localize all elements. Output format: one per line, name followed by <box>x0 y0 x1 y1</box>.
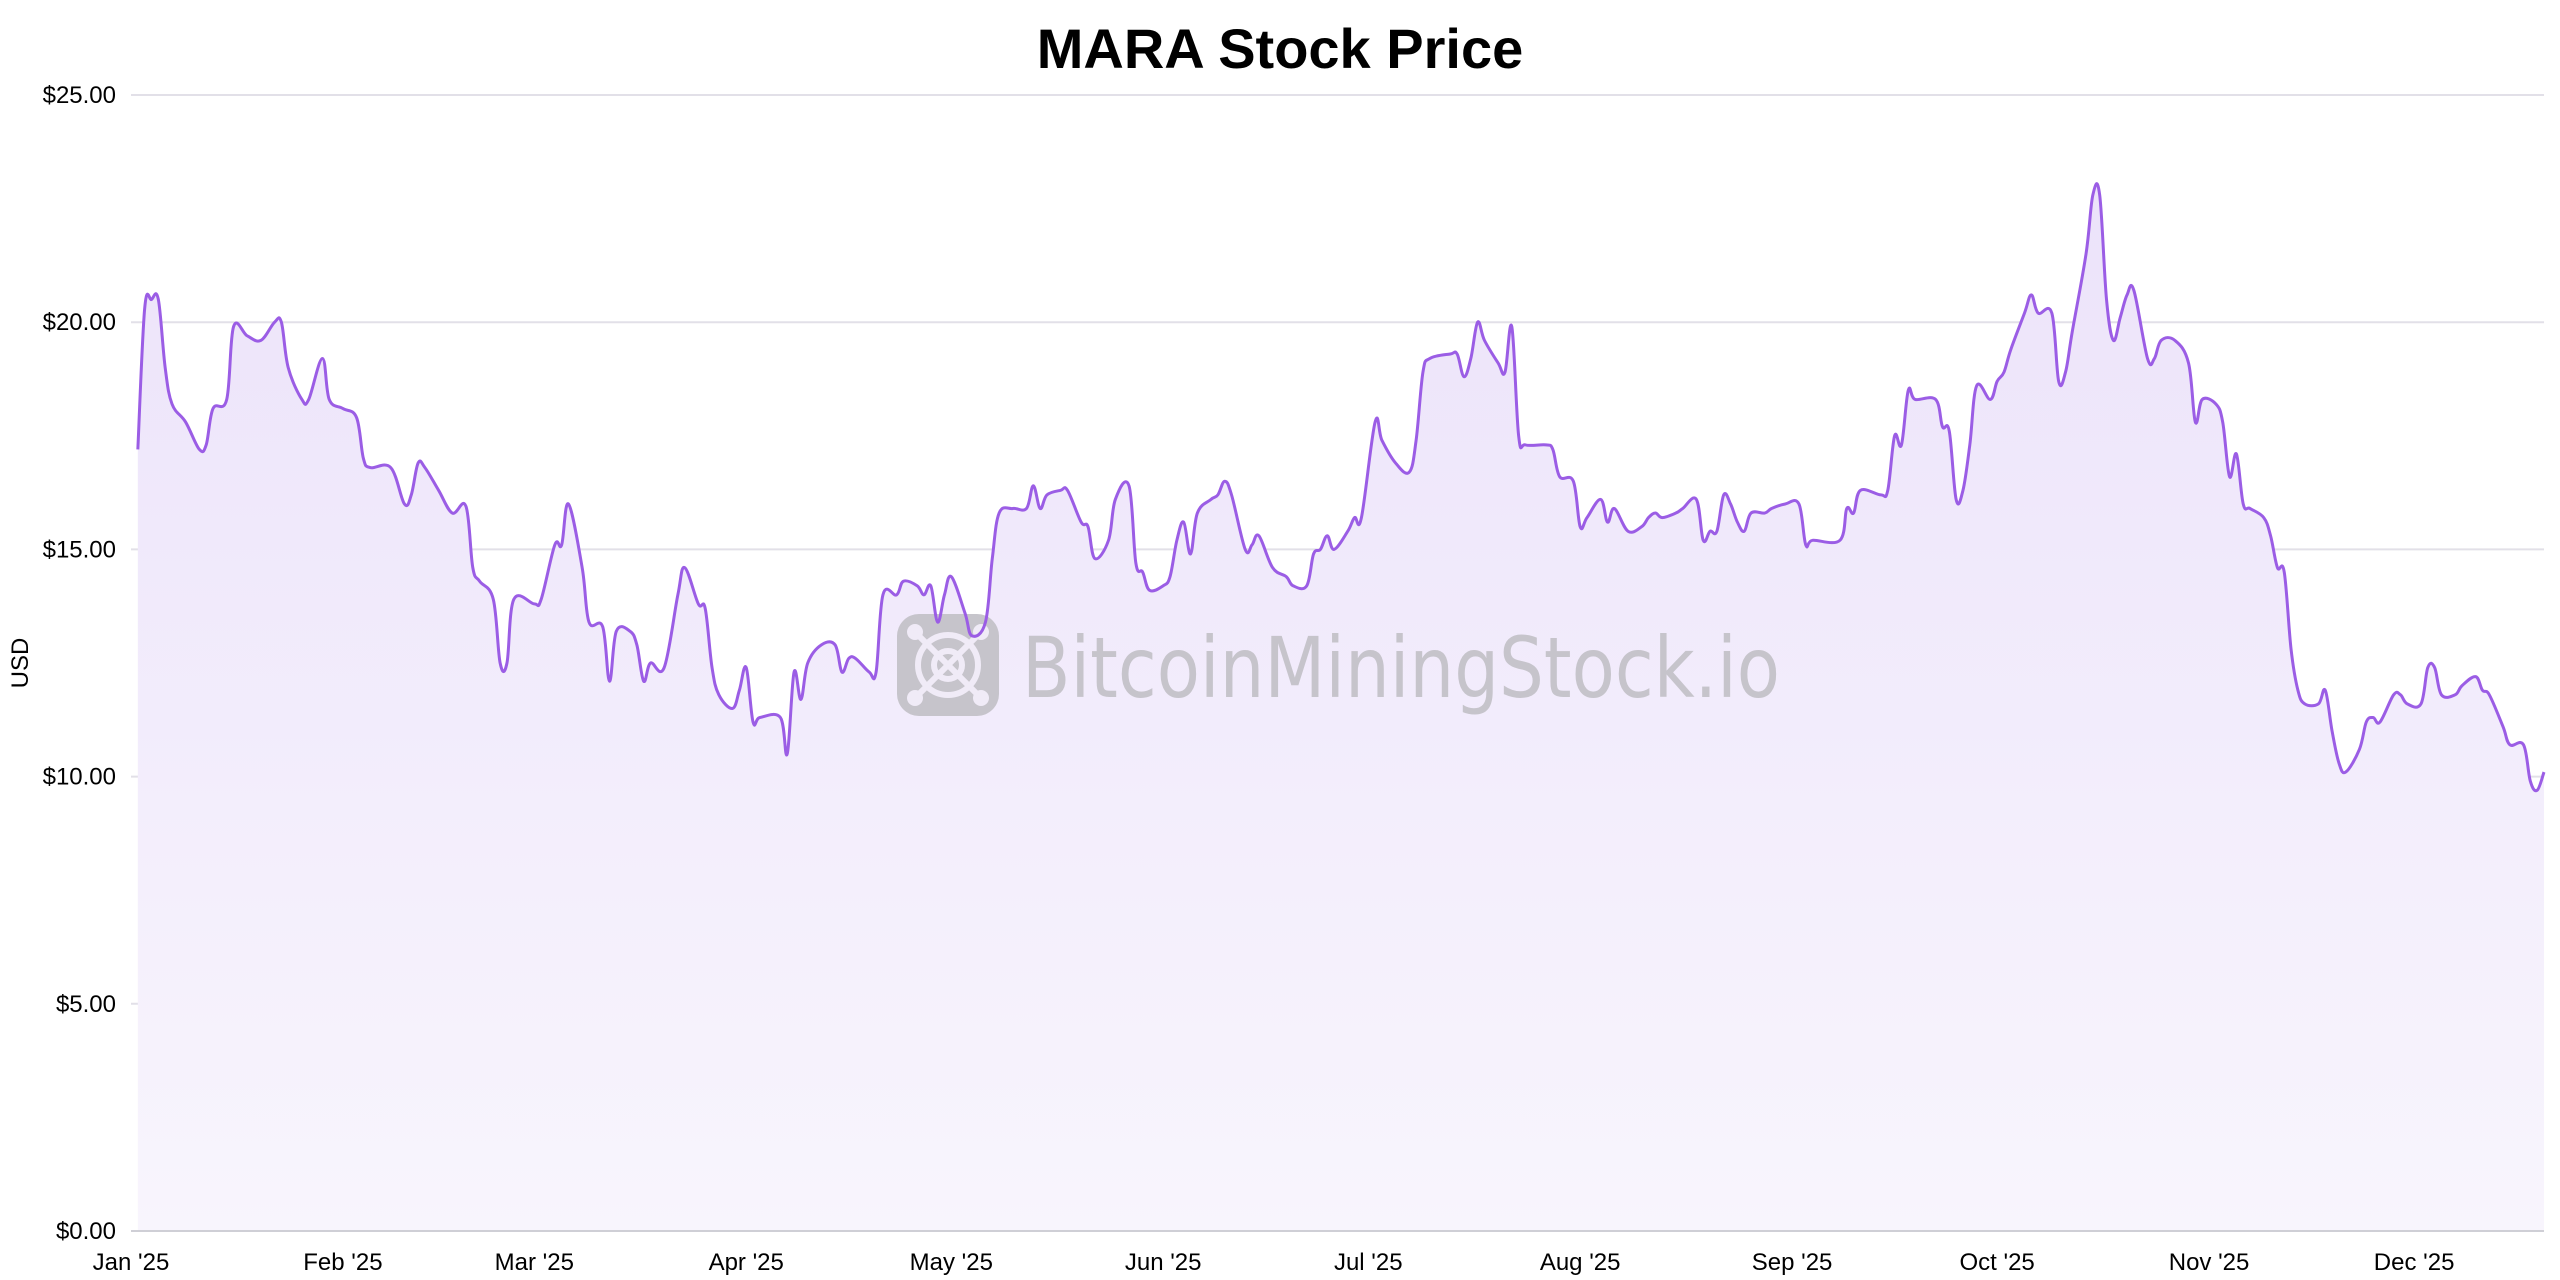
x-tick-label: Oct '25 <box>1960 1249 2035 1276</box>
watermark: BitcoinMiningStock.io <box>897 614 1780 717</box>
x-tick-label: Sep '25 <box>1752 1249 1833 1276</box>
x-tick-label: Feb '25 <box>303 1249 382 1276</box>
x-tick-label: Nov '25 <box>2169 1249 2250 1276</box>
x-tick-label: Apr '25 <box>709 1249 784 1276</box>
y-axis-label: USD <box>7 638 34 689</box>
x-tick-label: May '25 <box>910 1249 993 1276</box>
y-tick-label: $20.00 <box>43 309 116 336</box>
x-tick-label: Aug '25 <box>1540 1249 1621 1276</box>
price-line <box>136 182 2546 793</box>
x-tick-label: Mar '25 <box>495 1249 574 1276</box>
price-area-fill <box>137 183 2544 1231</box>
y-tick-label: $15.00 <box>43 536 116 563</box>
watermark-logo-icon <box>897 614 999 716</box>
y-axis-ticks: $0.00 $5.00 $10.00 $15.00 $20.00 $25.00 <box>43 82 116 1245</box>
watermark-text: BitcoinMiningStock.io <box>1022 619 1780 717</box>
x-tick-label: Jun '25 <box>1125 1249 1202 1276</box>
chart-title: MARA Stock Price <box>1037 17 1524 80</box>
x-tick-label: Jan '25 <box>93 1249 170 1276</box>
y-tick-label: $25.00 <box>43 82 116 109</box>
x-tick-label: Dec '25 <box>2374 1249 2455 1276</box>
y-tick-label: $0.00 <box>56 1218 116 1245</box>
y-tick-label: $5.00 <box>56 991 116 1018</box>
x-axis-ticks: Jan '25 Feb '25 Mar '25 Apr '25 May '25 Jun '… <box>93 1249 2455 1276</box>
x-tick-label: Jul '25 <box>1334 1249 1403 1276</box>
y-tick-label: $10.00 <box>43 764 116 791</box>
